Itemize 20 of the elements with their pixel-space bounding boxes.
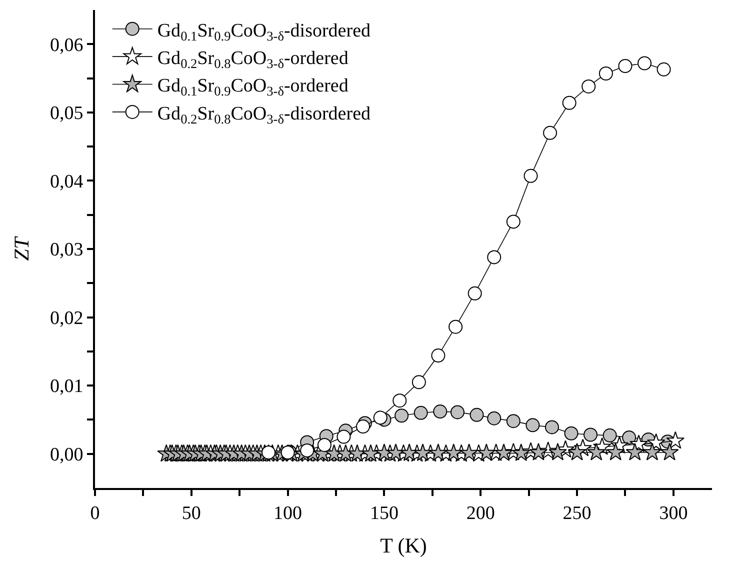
y-tick-label: 0,04 (50, 171, 84, 192)
x-tick-label: 250 (562, 502, 592, 524)
x-tick-label: 0 (90, 502, 100, 524)
y-tick-label: 0,05 (50, 103, 84, 124)
legend-label: Gd$_{0.2}$Sr$_{0.8}$CoO$_{3-δ}$-disordered (157, 103, 371, 126)
legend-label: Gd$_{0.2}$Sr$_{0.8}$CoO$_{3-δ}$-ordered (157, 48, 349, 71)
x-tick-label: 100 (274, 502, 302, 524)
x-tick-label: 50 (182, 502, 201, 524)
y-tick-label: 0,06 (50, 34, 84, 56)
x-tick-label: 300 (659, 502, 688, 524)
y-tick-label: 0,00 (50, 444, 84, 466)
legend-label: Gd$_{0.1}$Sr$_{0.9}$CoO$_{3-δ}$-disordered (157, 20, 371, 44)
x-tick-label: 200 (466, 502, 495, 524)
x-tick-label: 150 (370, 502, 398, 524)
y-axis-title: ZT (10, 236, 34, 261)
legend-label: Gd$_{0.1}$Sr$_{0.9}$CoO$_{3-δ}$-ordered (157, 76, 349, 99)
y-tick-label: 0,01 (50, 376, 84, 398)
y-tick-label: 0,02 (50, 308, 84, 329)
x-axis-title: T (K) (380, 534, 427, 558)
y-tick-label: 0,03 (50, 240, 84, 261)
